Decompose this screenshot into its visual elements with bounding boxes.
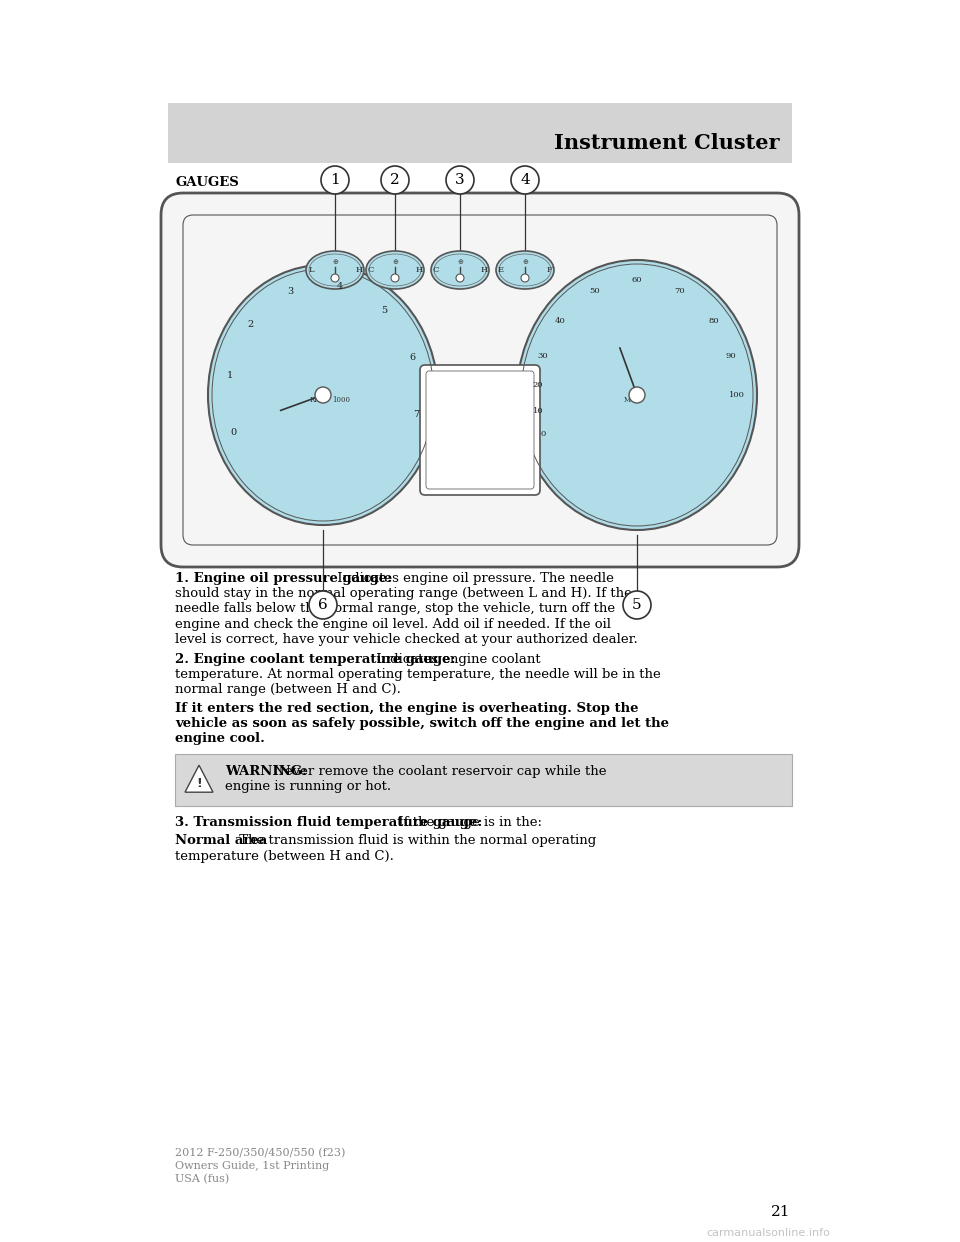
Text: Instrument Cluster: Instrument Cluster xyxy=(555,133,780,153)
Text: 60: 60 xyxy=(632,276,642,284)
Ellipse shape xyxy=(306,251,364,289)
Text: 30: 30 xyxy=(538,351,548,360)
Bar xyxy=(168,103,792,163)
Text: level is correct, have your vehicle checked at your authorized dealer.: level is correct, have your vehicle chec… xyxy=(175,633,637,646)
Ellipse shape xyxy=(208,265,438,525)
Text: WARNING:: WARNING: xyxy=(225,765,307,779)
Text: 3: 3 xyxy=(455,173,465,188)
Text: USA (fus): USA (fus) xyxy=(175,1174,229,1185)
Text: 50: 50 xyxy=(589,287,600,294)
Ellipse shape xyxy=(496,251,554,289)
Text: 2. Engine coolant temperature gauge:: 2. Engine coolant temperature gauge: xyxy=(175,653,455,666)
Text: ⊕: ⊕ xyxy=(392,260,398,265)
Text: RPM: RPM xyxy=(309,396,326,404)
Ellipse shape xyxy=(431,251,489,289)
Text: should stay in the normal operating range (between L and H). If the: should stay in the normal operating rang… xyxy=(175,587,632,600)
Text: temperature (between H and C).: temperature (between H and C). xyxy=(175,850,394,863)
Text: 2: 2 xyxy=(390,173,400,188)
Text: If it enters the red section, the engine is overheating. Stop the: If it enters the red section, the engine… xyxy=(175,702,638,714)
Text: ⊕: ⊕ xyxy=(522,260,528,265)
Text: ⊕: ⊕ xyxy=(332,260,338,265)
Circle shape xyxy=(381,166,409,194)
Circle shape xyxy=(391,274,399,282)
Text: 1000: 1000 xyxy=(332,396,350,404)
Text: 6: 6 xyxy=(409,353,416,361)
Text: 6: 6 xyxy=(318,597,328,612)
Text: 80: 80 xyxy=(708,317,719,325)
Circle shape xyxy=(511,166,539,194)
Text: engine and check the engine oil level. Add oil if needed. If the oil: engine and check the engine oil level. A… xyxy=(175,617,611,631)
Text: H: H xyxy=(416,266,422,274)
Circle shape xyxy=(331,274,339,282)
Text: 70: 70 xyxy=(674,287,684,294)
Text: L: L xyxy=(308,266,314,274)
Text: E: E xyxy=(498,266,504,274)
Text: 4: 4 xyxy=(520,173,530,188)
Ellipse shape xyxy=(366,251,424,289)
Text: F: F xyxy=(546,266,552,274)
Text: 5: 5 xyxy=(381,307,387,315)
Text: needle falls below the normal range, stop the vehicle, turn off the: needle falls below the normal range, sto… xyxy=(175,602,615,615)
Text: 0: 0 xyxy=(540,430,545,438)
Text: 90: 90 xyxy=(726,351,736,360)
Circle shape xyxy=(309,591,337,619)
FancyBboxPatch shape xyxy=(175,754,792,806)
Text: 2012 F-250/350/450/550 (f23): 2012 F-250/350/450/550 (f23) xyxy=(175,1148,346,1159)
Text: 20: 20 xyxy=(532,381,542,389)
Text: 100: 100 xyxy=(729,391,745,399)
Text: vehicle as soon as safely possible, switch off the engine and let the: vehicle as soon as safely possible, swit… xyxy=(175,717,669,730)
Text: C: C xyxy=(433,266,439,274)
Text: 4: 4 xyxy=(336,282,343,291)
Text: carmanualsonline.info: carmanualsonline.info xyxy=(707,1228,830,1238)
Text: 0: 0 xyxy=(230,428,237,437)
Circle shape xyxy=(623,591,651,619)
Text: H: H xyxy=(480,266,488,274)
Text: H: H xyxy=(355,266,363,274)
Text: ⊕: ⊕ xyxy=(457,260,463,265)
Text: M H: M H xyxy=(624,396,639,404)
Text: 1: 1 xyxy=(227,371,232,380)
Text: C: C xyxy=(368,266,374,274)
Text: The transmission fluid is within the normal operating: The transmission fluid is within the nor… xyxy=(235,835,596,847)
Text: Indicates engine oil pressure. The needle: Indicates engine oil pressure. The needl… xyxy=(333,573,614,585)
Text: Base cluster with automatic transmission shown. Metric similar.: Base cluster with automatic transmission… xyxy=(175,193,606,206)
Text: !: ! xyxy=(196,776,202,790)
Circle shape xyxy=(456,274,464,282)
Text: engine is running or hot.: engine is running or hot. xyxy=(225,780,391,794)
Circle shape xyxy=(321,166,349,194)
Text: normal range (between H and C).: normal range (between H and C). xyxy=(175,683,401,697)
Text: Never remove the coolant reservoir cap while the: Never remove the coolant reservoir cap w… xyxy=(269,765,606,779)
Text: Indicates engine coolant: Indicates engine coolant xyxy=(372,653,540,666)
Circle shape xyxy=(315,388,331,402)
Text: 5: 5 xyxy=(633,597,642,612)
FancyBboxPatch shape xyxy=(420,365,540,496)
Text: GAUGES: GAUGES xyxy=(175,176,239,189)
Circle shape xyxy=(446,166,474,194)
Text: 21: 21 xyxy=(771,1205,790,1218)
FancyBboxPatch shape xyxy=(161,193,799,568)
Polygon shape xyxy=(185,765,213,792)
Text: If the gauge is in the:: If the gauge is in the: xyxy=(394,816,541,830)
Text: 2: 2 xyxy=(247,319,253,329)
Text: 10: 10 xyxy=(533,407,543,415)
Text: 3. Transmission fluid temperature gauge:: 3. Transmission fluid temperature gauge: xyxy=(175,816,482,830)
FancyBboxPatch shape xyxy=(426,371,534,489)
Text: 3: 3 xyxy=(287,287,294,296)
Text: 1: 1 xyxy=(330,173,340,188)
Text: 1. Engine oil pressure gauge:: 1. Engine oil pressure gauge: xyxy=(175,573,392,585)
Text: 7: 7 xyxy=(414,410,420,419)
Text: Normal area: Normal area xyxy=(175,835,267,847)
Text: Owners Guide, 1st Printing: Owners Guide, 1st Printing xyxy=(175,1161,329,1171)
Circle shape xyxy=(521,274,529,282)
Text: 40: 40 xyxy=(555,317,565,325)
Circle shape xyxy=(629,388,645,402)
Ellipse shape xyxy=(517,260,757,530)
Text: engine cool.: engine cool. xyxy=(175,732,265,745)
Text: temperature. At normal operating temperature, the needle will be in the: temperature. At normal operating tempera… xyxy=(175,668,660,681)
